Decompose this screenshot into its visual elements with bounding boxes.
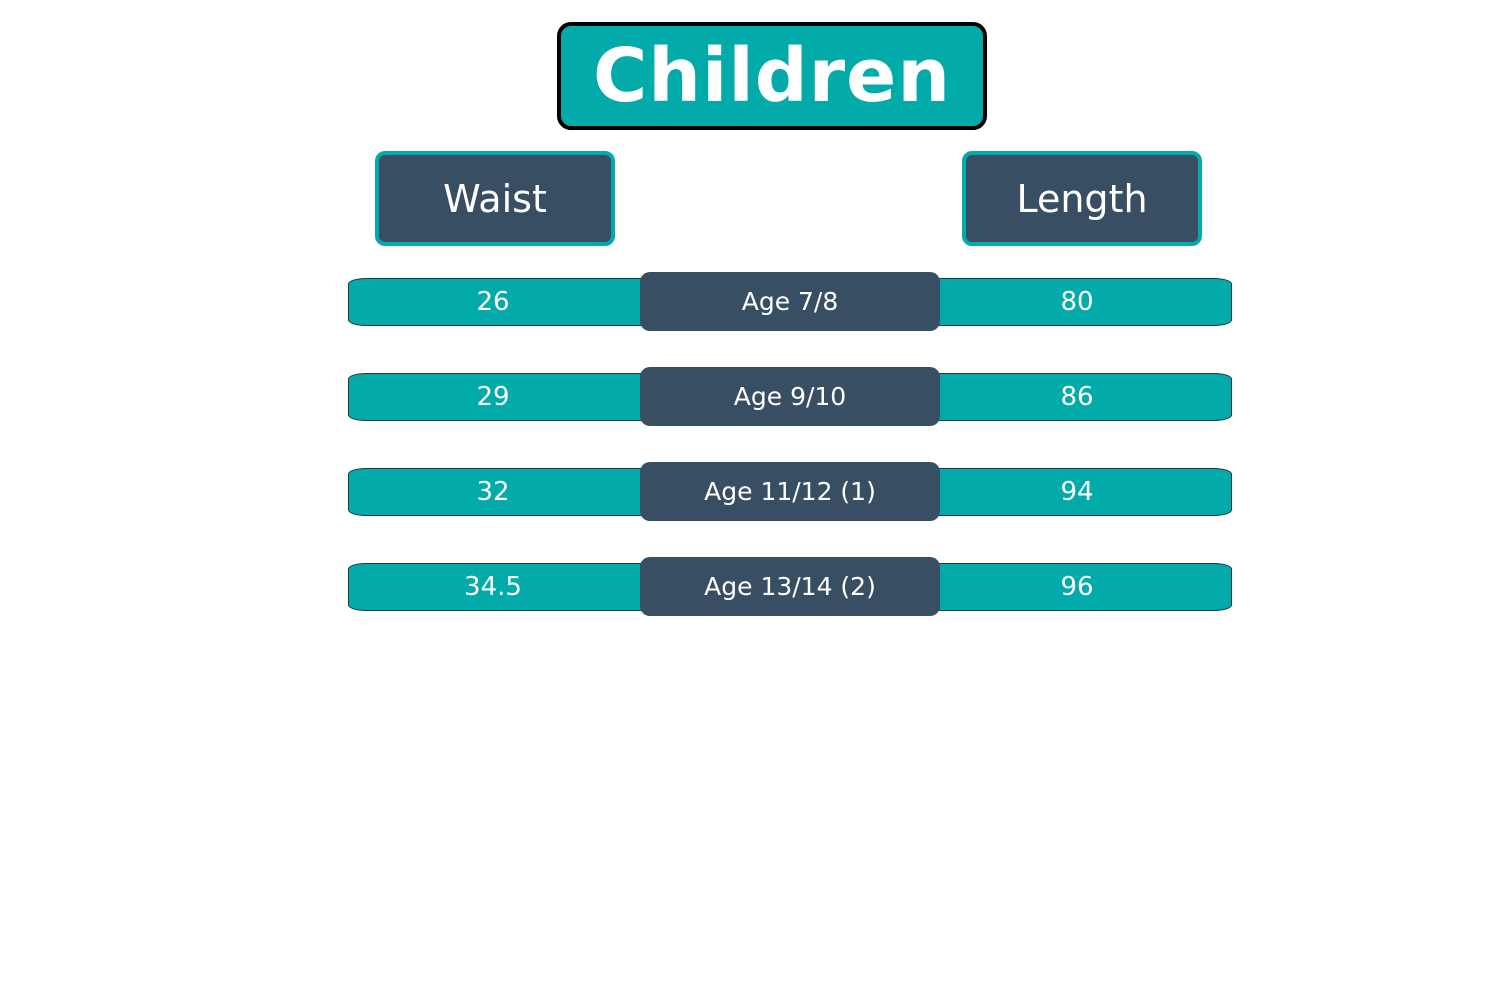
waist-value: 29 bbox=[348, 373, 658, 421]
length-value: 86 bbox=[922, 373, 1232, 421]
age-label: Age 9/10 bbox=[640, 367, 940, 426]
waist-value: 32 bbox=[348, 468, 658, 516]
age-label: Age 7/8 bbox=[640, 272, 940, 331]
length-value: 96 bbox=[922, 563, 1232, 611]
length-value: 94 bbox=[922, 468, 1232, 516]
size-row: 26 80 Age 7/8 bbox=[348, 272, 1232, 332]
waist-header: Waist bbox=[375, 151, 615, 246]
size-row: 29 86 Age 9/10 bbox=[348, 367, 1232, 427]
waist-value: 26 bbox=[348, 278, 658, 326]
length-header: Length bbox=[962, 151, 1202, 246]
waist-value: 34.5 bbox=[348, 563, 658, 611]
size-row: 34.5 96 Age 13/14 (2) bbox=[348, 557, 1232, 617]
age-label: Age 11/12 (1) bbox=[640, 462, 940, 521]
size-row: 32 94 Age 11/12 (1) bbox=[348, 462, 1232, 522]
length-value: 80 bbox=[922, 278, 1232, 326]
page-title: Children bbox=[557, 22, 987, 130]
age-label: Age 13/14 (2) bbox=[640, 557, 940, 616]
